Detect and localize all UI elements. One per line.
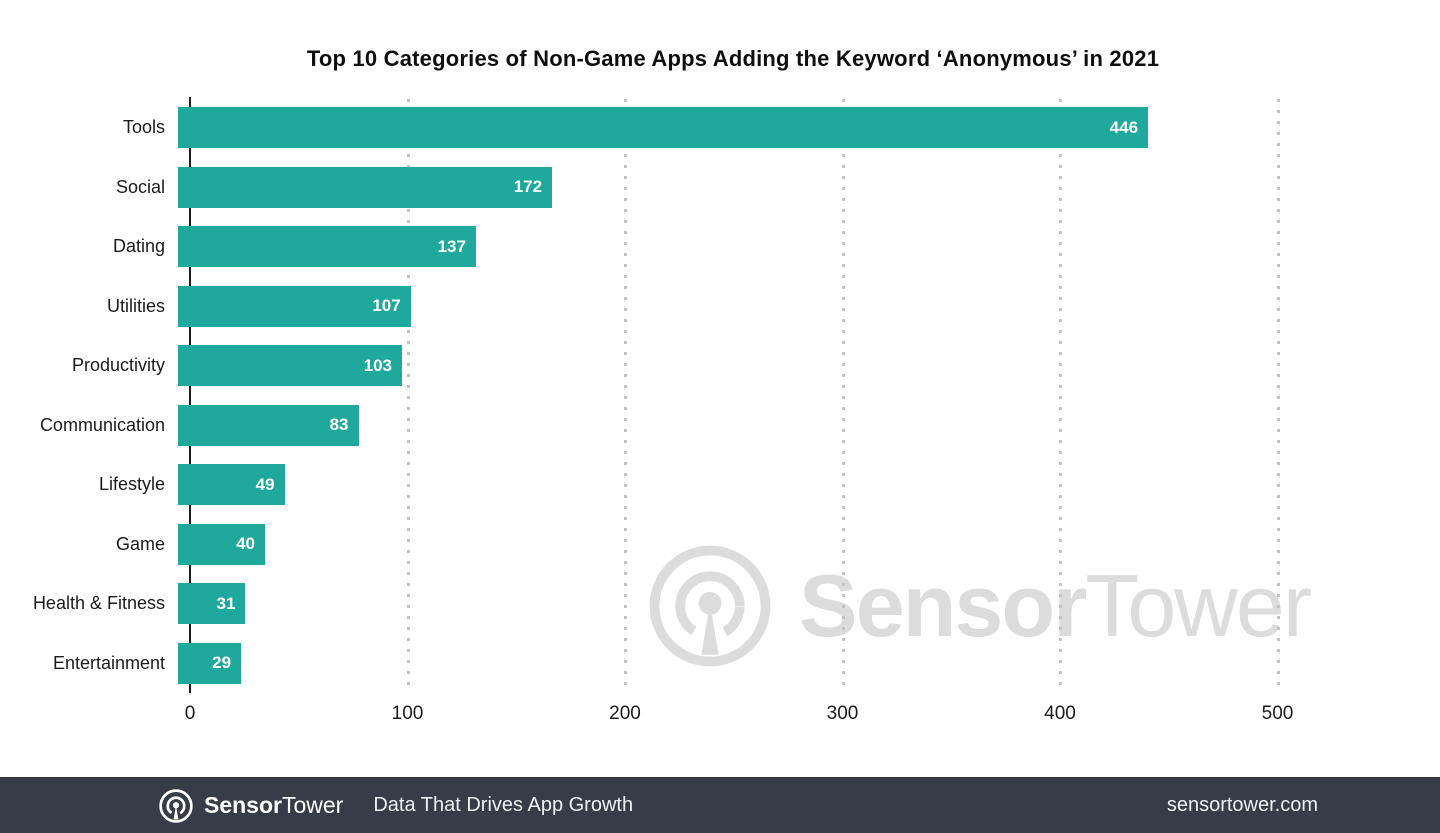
- x-tick-label: 500: [1261, 703, 1294, 724]
- category-label: Social: [115, 176, 165, 197]
- bar-row: Communication 83: [0, 404, 1440, 446]
- watermark-brand-bold: Sensor: [799, 556, 1087, 655]
- category-label: Communication: [39, 414, 165, 435]
- bar-value-label: 31: [216, 593, 236, 613]
- x-tick-label: 200: [609, 703, 641, 724]
- chart-title: Top 10 Categories of Non-Game Apps Addin…: [306, 46, 1160, 71]
- bar-value-label: 103: [363, 355, 393, 375]
- gridline: [406, 99, 410, 690]
- category-label: Entertainment: [52, 652, 165, 673]
- bar-row: Productivity 103: [0, 345, 1440, 386]
- footer-brand-light: Tower: [281, 792, 344, 818]
- gridline: [1059, 99, 1062, 690]
- bar-row: Utilities 107: [0, 285, 1440, 327]
- bar-rows: Tools 446 Social 172 Dating 137 Utilities 107 Pr…: [0, 97, 1440, 684]
- category-label: Lifestyle: [98, 474, 165, 494]
- bar: 40: [178, 523, 265, 565]
- footer-wordmark: SensorTower: [204, 792, 343, 819]
- bar: 103: [178, 345, 403, 386]
- category-label: Productivity: [71, 355, 165, 375]
- bar: 137: [178, 226, 476, 267]
- x-tick-label: 300: [826, 703, 859, 724]
- x-tick-label: 0: [184, 703, 196, 724]
- bar: 172: [178, 166, 553, 208]
- bar-row: Social 172: [0, 166, 1440, 208]
- footer-bar: SensorTower Data That Drives App Growth …: [0, 777, 1440, 833]
- bar-value-label: 107: [372, 296, 401, 315]
- footer-website: sensortower.com: [1166, 794, 1318, 816]
- bar-row: Entertainment 29: [0, 642, 1440, 684]
- footer-brand: SensorTower: [158, 788, 343, 824]
- sensortower-logo-icon: [649, 545, 771, 667]
- footer-tagline: Data That Drives App Growth: [373, 794, 634, 816]
- bar: 107: [178, 285, 411, 327]
- bar-value-label: 29: [212, 653, 232, 672]
- gridline: [1276, 99, 1280, 690]
- watermark-brand-light: Tower: [1085, 556, 1312, 655]
- watermark-wordmark: SensorTower: [799, 562, 1312, 650]
- sensortower-watermark: SensorTower: [645, 541, 1312, 671]
- bar-row: Health & Fitness 31: [0, 583, 1440, 624]
- bar: 83: [178, 404, 359, 446]
- bar: 31: [178, 583, 246, 624]
- gridline: [841, 99, 845, 690]
- bar-value-label: 446: [1109, 117, 1139, 137]
- category-label: Dating: [112, 236, 165, 256]
- category-label: Game: [115, 533, 165, 554]
- bar-chart: Tools 446 Social 172 Dating 137 Utilities 107 Pr…: [0, 97, 1440, 737]
- bar: 49: [178, 464, 285, 505]
- x-tick-label: 400: [1044, 703, 1076, 724]
- sensortower-logo-icon: [159, 788, 193, 823]
- bar-row: Dating 137: [0, 226, 1440, 267]
- bar: 446: [178, 107, 1149, 148]
- bar-value-label: 172: [513, 177, 543, 196]
- category-label: Health & Fitness: [32, 593, 165, 613]
- category-label: Utilities: [106, 295, 165, 316]
- category-label: Tools: [122, 117, 165, 137]
- gridline: [624, 99, 627, 690]
- bar-value-label: 137: [437, 236, 466, 256]
- footer-brand-bold: Sensor: [204, 792, 282, 818]
- bar-value-label: 49: [255, 474, 275, 494]
- bar-value-label: 40: [236, 534, 255, 553]
- x-tick-label: 100: [391, 703, 424, 724]
- bar-value-label: 83: [329, 415, 349, 434]
- bar-row: Lifestyle 49: [0, 464, 1440, 505]
- bar: 29: [178, 642, 242, 684]
- bar-row: Game 40: [0, 523, 1440, 565]
- y-axis-line: [189, 97, 191, 693]
- bar-row: Tools 446: [0, 107, 1440, 148]
